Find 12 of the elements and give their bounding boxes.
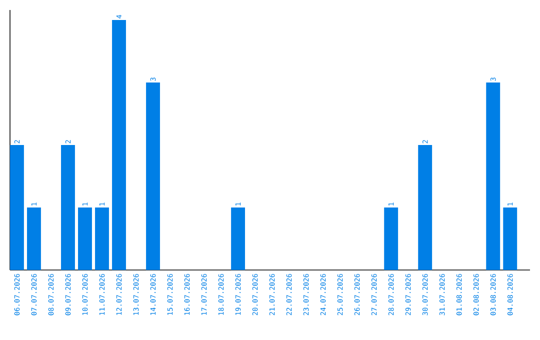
bar xyxy=(486,82,500,270)
bar xyxy=(146,82,160,270)
bar xyxy=(503,208,518,270)
bar xyxy=(10,145,24,270)
bar xyxy=(112,20,126,270)
bar xyxy=(61,145,75,270)
bar xyxy=(418,145,432,270)
bar xyxy=(95,208,109,270)
bar xyxy=(384,208,398,270)
bar xyxy=(78,208,92,270)
bar xyxy=(231,208,246,270)
bar xyxy=(27,208,41,270)
